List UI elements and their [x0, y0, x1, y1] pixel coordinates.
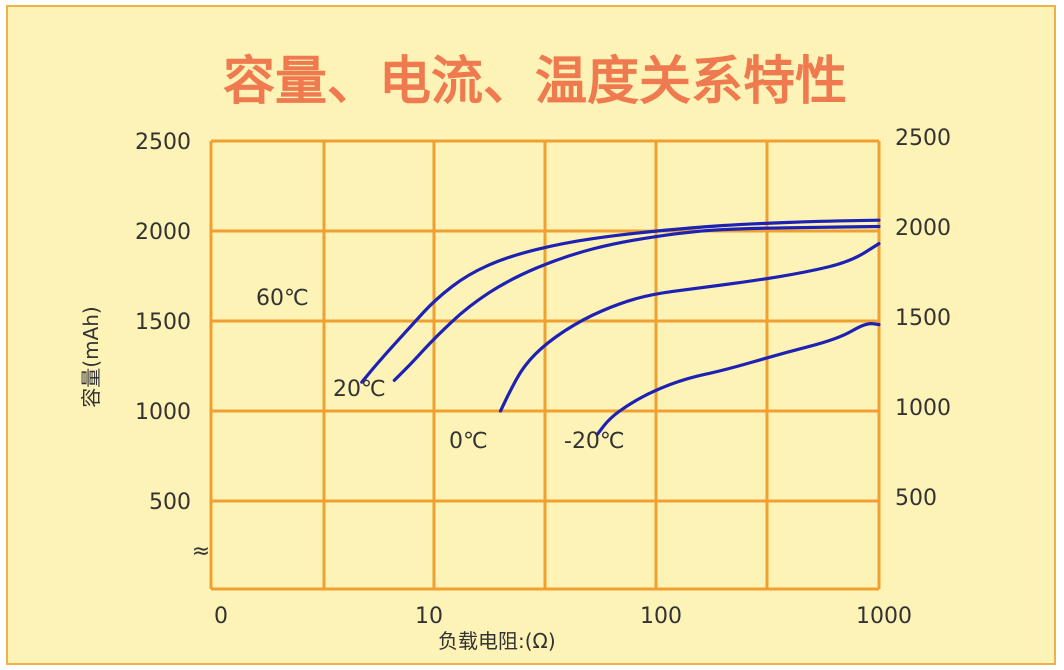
- tick-labels: 500 1000 1500 2000 2500 500 1000 1500 2000 2500 0 1…: [135, 126, 951, 629]
- y-right-tick-label: 2500: [895, 126, 951, 151]
- y-right-tick-label: 1500: [895, 306, 951, 331]
- y-right-tick-label: 2000: [895, 216, 951, 241]
- series-label: -20℃: [564, 429, 625, 454]
- series-line: [595, 322, 881, 436]
- y-tick-label: 2000: [135, 220, 191, 245]
- y-right-tick-label: 1000: [895, 396, 951, 421]
- series-lines: 60℃ 20℃ 0℃ -20℃: [256, 218, 881, 454]
- y-axis-label: 容量(mAh): [79, 306, 103, 407]
- x-tick-label: 100: [640, 604, 682, 629]
- x-tick-label: 1000: [856, 604, 912, 629]
- series-line: [360, 218, 881, 384]
- x-tick-label: 0: [214, 604, 228, 629]
- y-tick-label: 1000: [135, 400, 191, 425]
- grid: [209, 139, 881, 591]
- series-line: [498, 242, 881, 413]
- chart-frame: 容量、电流、温度关系特性 60℃ 20℃ 0℃ -20℃ 500 1000 1500 200…: [6, 5, 1056, 665]
- x-tick-label: 10: [415, 604, 443, 629]
- y-tick-label: 2500: [135, 130, 191, 155]
- x-axis-label: 负载电阻:(Ω): [438, 629, 556, 653]
- y-right-tick-label: 500: [895, 486, 937, 511]
- series-line: [392, 224, 881, 382]
- y-tick-label: 500: [149, 490, 191, 515]
- axis-break-symbol: ≈: [192, 539, 210, 564]
- capacity-current-temperature-chart: 容量、电流、温度关系特性 60℃20℃0℃ -20℃ 50010001500200…: [79, 52, 951, 653]
- series-label: 20℃: [333, 377, 386, 402]
- series-label: 60℃: [256, 286, 309, 311]
- y-tick-label: 1500: [135, 310, 191, 335]
- chart-title: 容量、电流、温度关系特性: [223, 52, 847, 112]
- series-label: 0℃: [449, 429, 488, 454]
